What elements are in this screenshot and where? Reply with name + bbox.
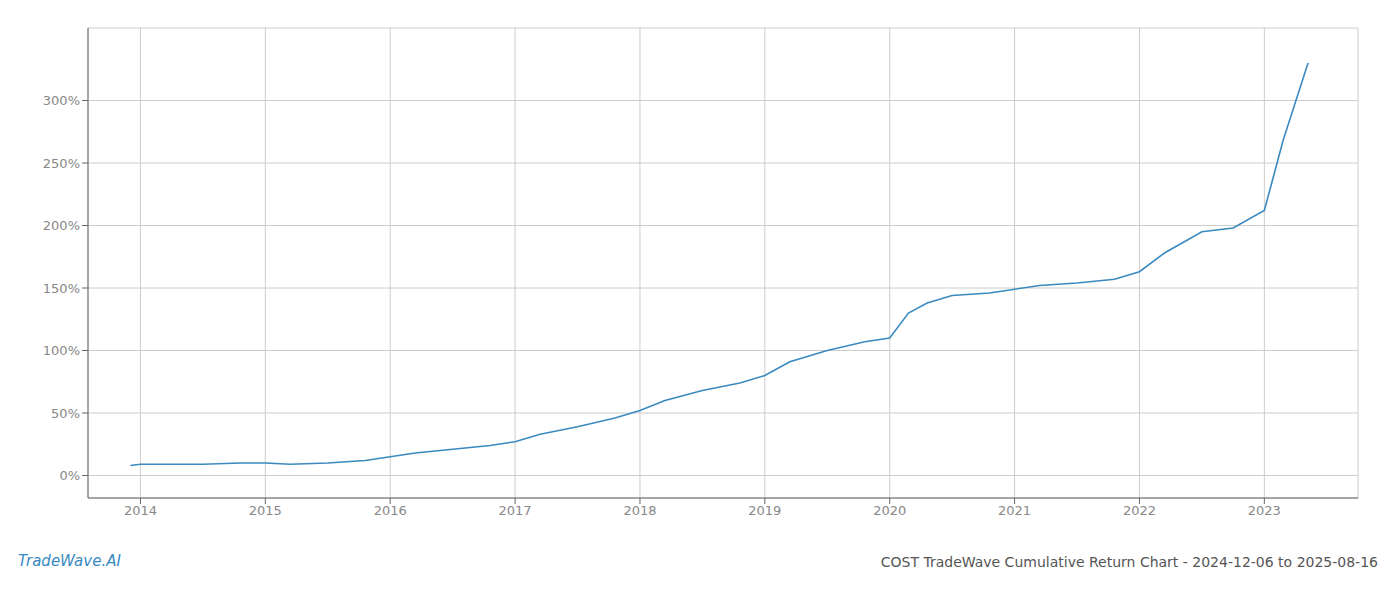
svg-text:2020: 2020 bbox=[873, 503, 906, 518]
svg-text:300%: 300% bbox=[43, 93, 80, 108]
svg-text:200%: 200% bbox=[43, 218, 80, 233]
html-text:TradeWave.AI: TradeWave.AI bbox=[18, 552, 121, 570]
svg-text:50%: 50% bbox=[51, 406, 80, 421]
svg-text:2015: 2015 bbox=[249, 503, 282, 518]
svg-text:0%: 0% bbox=[59, 468, 80, 483]
html-text:COST TradeWave Cumulative Retu: COST TradeWave Cumulative Return Chart -… bbox=[880, 554, 1378, 570]
svg-text:2016: 2016 bbox=[374, 503, 407, 518]
svg-text:2019: 2019 bbox=[748, 503, 781, 518]
svg-text:2018: 2018 bbox=[623, 503, 656, 518]
svg-text:2017: 2017 bbox=[499, 503, 532, 518]
svg-text:250%: 250% bbox=[43, 156, 80, 171]
svg-text:2022: 2022 bbox=[1123, 503, 1156, 518]
svg-text:2014: 2014 bbox=[124, 503, 157, 518]
svg-text:2021: 2021 bbox=[998, 503, 1031, 518]
svg-text:100%: 100% bbox=[43, 343, 80, 358]
svg-text:150%: 150% bbox=[43, 281, 80, 296]
svg-text:2023: 2023 bbox=[1248, 503, 1281, 518]
